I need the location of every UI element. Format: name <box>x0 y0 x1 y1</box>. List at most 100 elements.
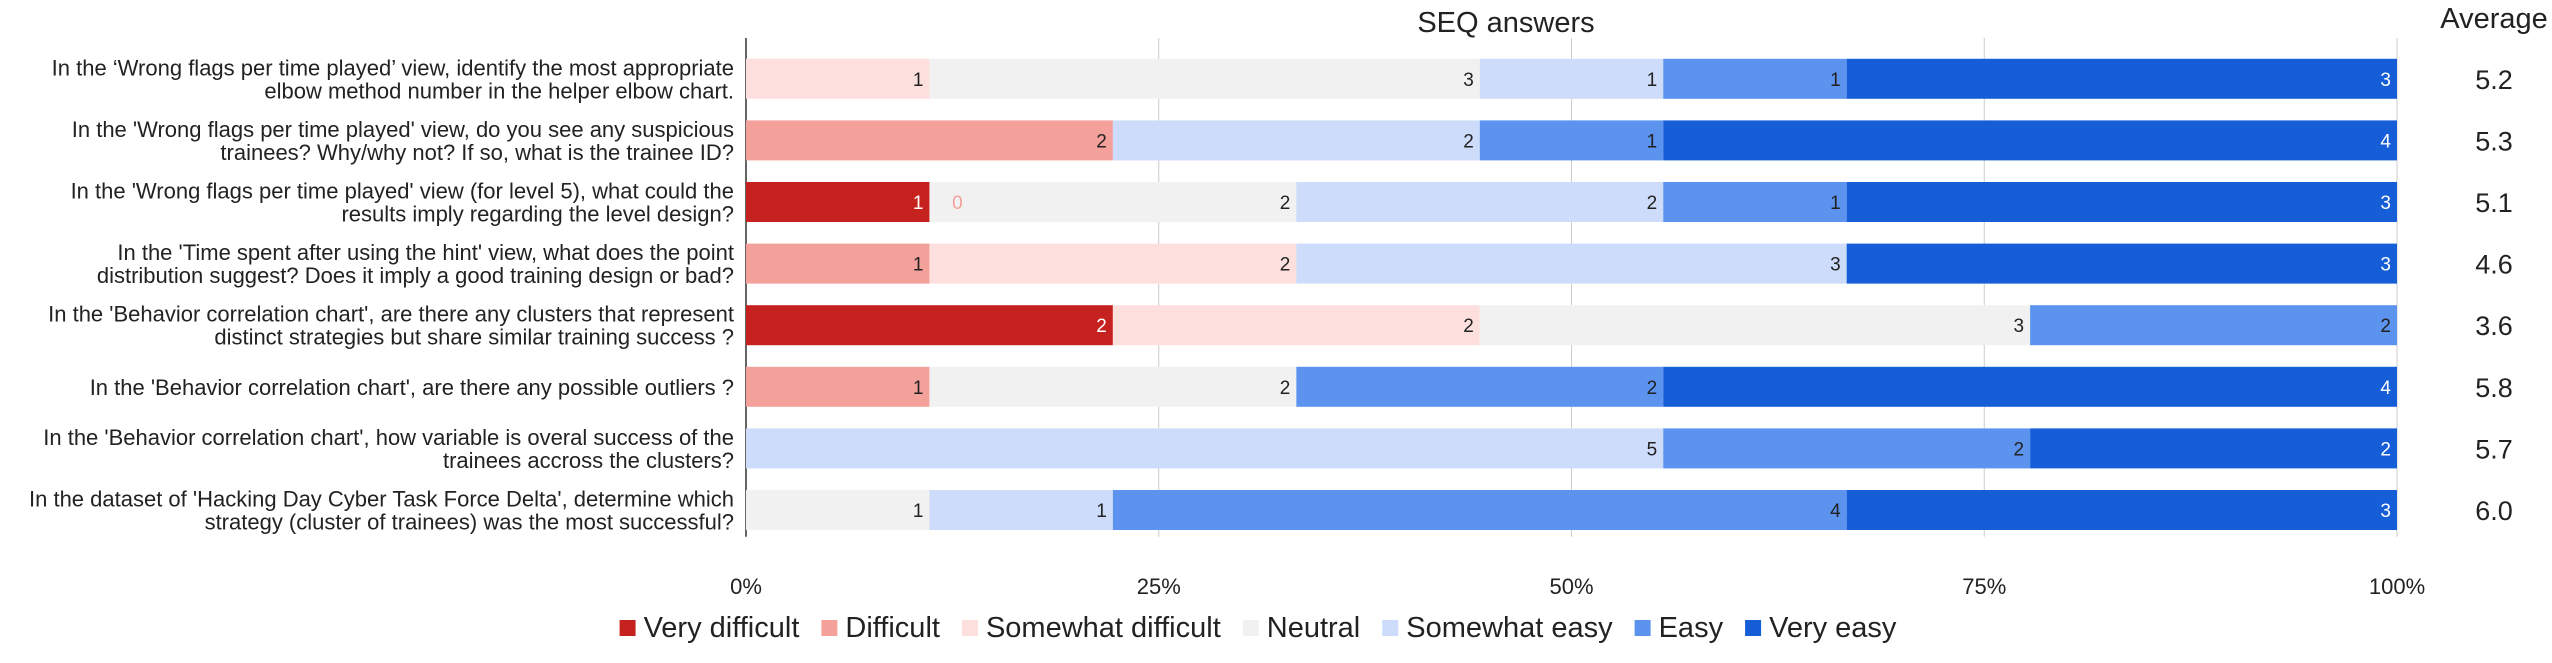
data-label: 2 <box>2014 439 2025 460</box>
bar-segment-somewhat-difficult <box>929 243 1297 284</box>
question-label: In the 'Time spent after using the hint'… <box>97 240 734 288</box>
legend-item-somewhat-easy: Somewhat easy <box>1382 612 1613 644</box>
legend-swatch <box>1634 620 1651 636</box>
bars: 1 3 1 1 3 2 2 1 4 1 2 2 1 3 0 1 2 3 3 2 2 3 2 1 2 2 4 5 2 2 1 1 4 3 <box>746 58 2397 530</box>
bar-segment-very-easy <box>1663 366 2397 407</box>
x-tick-label: 0% <box>730 574 762 599</box>
legend: Very difficult Difficult Somewhat difficul… <box>619 612 1897 644</box>
chart-title: SEQ answers <box>1417 7 1594 39</box>
legend-label: Very difficult <box>644 612 800 644</box>
bar-row: 1 3 1 1 3 <box>746 58 2397 99</box>
bar-segment-difficult <box>746 243 930 284</box>
bar-row: 2 2 1 4 <box>746 120 2397 161</box>
bar-row: 1 2 2 4 <box>746 366 2397 407</box>
data-label: 2 <box>1463 316 1474 337</box>
legend-swatch <box>961 620 978 636</box>
question-label: In the 'Behavior correlation chart', are… <box>48 302 734 350</box>
average-values: 5.2 5.3 5.1 4.6 3.6 5.8 5.7 6.0 <box>2475 65 2513 526</box>
data-label: 1 <box>913 378 924 399</box>
bar-segment-somewhat-difficult <box>1112 305 1480 346</box>
bar-row: 1 2 2 1 3 0 <box>746 182 2397 222</box>
legend-label: Neutral <box>1267 612 1361 644</box>
bar-segment-neutral <box>929 182 1297 222</box>
bar-segment-very-easy <box>1846 182 2397 222</box>
data-label: 2 <box>2380 316 2391 337</box>
x-tick-label: 100% <box>2369 574 2425 599</box>
data-label: 1 <box>913 501 924 522</box>
legend-swatch <box>821 620 838 636</box>
data-label: 1 <box>913 193 924 214</box>
average-value: 6.0 <box>2475 496 2513 526</box>
legend-label: Difficult <box>845 612 940 644</box>
bar-segment-very-easy <box>1846 243 2397 284</box>
data-label: 1 <box>1096 501 1107 522</box>
question-label: In the ‘Wrong flags per time played’ vie… <box>52 55 734 103</box>
bar-segment-somewhat-easy <box>1479 58 1664 99</box>
bar-segment-neutral <box>746 490 930 530</box>
data-label: 3 <box>1830 255 1841 276</box>
bar-segment-neutral <box>929 58 1480 99</box>
x-tick-label: 75% <box>1962 574 2006 599</box>
bar-row: 2 2 3 2 <box>746 305 2397 346</box>
bar-segment-easy <box>1479 120 1664 161</box>
x-tick-label: 25% <box>1137 574 1181 599</box>
bar-segment-very-difficult <box>746 182 930 222</box>
legend-swatch <box>619 620 636 636</box>
data-label: 3 <box>1463 70 1474 91</box>
bar-row: 5 2 2 <box>746 428 2397 469</box>
average-column-header: Average <box>2440 3 2548 35</box>
question-label: In the 'Behavior correlation chart', are… <box>90 375 734 400</box>
average-value: 5.2 <box>2475 65 2513 95</box>
data-label: 1 <box>1830 193 1841 214</box>
question-label: In the 'Behavior correlation chart', how… <box>43 425 734 473</box>
bar-segment-easy <box>1663 182 1847 222</box>
data-label: 4 <box>2380 378 2391 399</box>
bar-segment-somewhat-easy <box>1112 120 1480 161</box>
legend-swatch <box>1382 620 1399 636</box>
data-label: 2 <box>1647 378 1658 399</box>
data-label: 2 <box>1280 378 1291 399</box>
legend-swatch <box>1242 620 1259 636</box>
legend-label: Somewhat difficult <box>986 612 1221 644</box>
data-label: 2 <box>2380 439 2391 460</box>
legend-item-very-easy: Very easy <box>1745 612 1897 644</box>
bar-segment-easy <box>1296 366 1664 407</box>
bar-segment-neutral <box>1479 305 2031 346</box>
bar-segment-very-easy <box>1663 120 2397 161</box>
bar-segment-very-difficult <box>746 305 1113 346</box>
bar-segment-easy <box>1663 428 2031 469</box>
question-label: In the 'Wrong flags per time played' vie… <box>71 179 734 227</box>
data-label: 3 <box>2380 501 2391 522</box>
average-value: 5.3 <box>2475 126 2513 156</box>
question-label: In the 'Wrong flags per time played' vie… <box>72 117 734 165</box>
bar-segment-very-easy <box>1846 490 2397 530</box>
legend-item-difficult: Difficult <box>821 612 940 644</box>
data-label: 1 <box>1830 70 1841 91</box>
data-label: 2 <box>1096 131 1107 152</box>
bar-segment-easy <box>2030 305 2397 346</box>
data-label: 4 <box>1830 501 1841 522</box>
data-label: 2 <box>1647 193 1658 214</box>
bar-segment-neutral <box>929 366 1297 407</box>
data-label: 4 <box>2380 131 2391 152</box>
bar-segment-somewhat-easy <box>746 428 1664 469</box>
data-label: 3 <box>2380 193 2391 214</box>
legend-item-very-difficult: Very difficult <box>619 612 800 644</box>
data-label: 2 <box>1280 193 1291 214</box>
average-value: 5.8 <box>2475 373 2513 403</box>
data-label: 2 <box>1280 255 1291 276</box>
bar-segment-difficult <box>746 366 930 407</box>
legend-label: Very easy <box>1769 612 1897 644</box>
bar-segment-very-easy <box>1846 58 2397 99</box>
data-label: 3 <box>2380 70 2391 91</box>
legend-item-somewhat-difficult: Somewhat difficult <box>961 612 1221 644</box>
data-label-zero: 0 <box>952 193 963 214</box>
x-axis-ticks: 0% 25% 50% 75% 100% <box>730 574 2425 599</box>
data-label: 2 <box>1463 131 1474 152</box>
x-tick-label: 50% <box>1549 574 1593 599</box>
average-value: 3.6 <box>2475 311 2513 341</box>
bar-segment-difficult <box>746 120 1113 161</box>
data-label: 1 <box>1647 131 1658 152</box>
bar-segment-somewhat-easy <box>929 490 1113 530</box>
